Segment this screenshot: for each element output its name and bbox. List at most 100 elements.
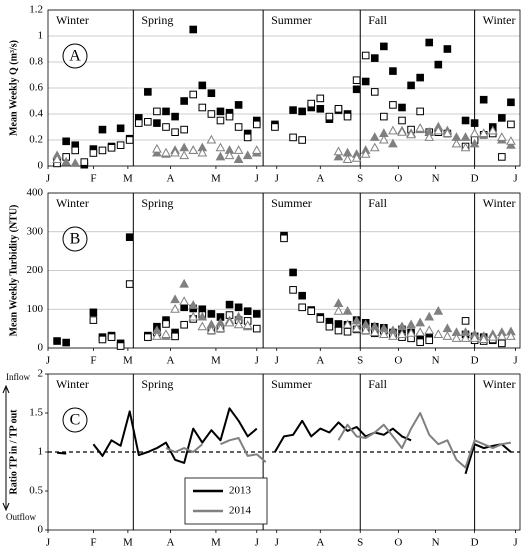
square-marker: [234, 101, 243, 109]
triangle-marker: [179, 296, 190, 305]
triangle-marker: [460, 132, 471, 141]
x-tick-label: D: [471, 355, 479, 367]
square-marker: [234, 303, 243, 312]
square-marker: [407, 81, 415, 90]
season-label: Winter: [483, 13, 516, 27]
triangle-marker: [242, 320, 253, 330]
square-marker: [370, 54, 379, 62]
square-marker: [498, 153, 506, 161]
triangle-marker: [206, 134, 217, 144]
panel-label: C: [70, 412, 81, 429]
x-tick-label: J: [513, 355, 518, 367]
x-tick-label: O: [394, 173, 402, 185]
season-label: Fall: [368, 377, 387, 391]
triangle-marker: [369, 327, 380, 336]
y-tick-label: 300: [27, 225, 44, 237]
x-tick-label: J: [255, 355, 260, 367]
triangle-marker: [197, 311, 208, 321]
season-label: Winter: [483, 377, 516, 391]
triangle-marker: [251, 145, 262, 154]
square-marker: [334, 320, 343, 328]
x-tick-label: A: [167, 355, 175, 367]
square-marker: [334, 105, 343, 113]
triangle-marker: [478, 334, 489, 343]
square-marker: [316, 94, 325, 103]
square-marker: [180, 125, 188, 134]
y-tick-label: 1: [38, 30, 44, 42]
y-tick-label: 0: [38, 524, 44, 536]
x-tick-label: N: [432, 355, 440, 367]
triangle-marker: [333, 305, 344, 315]
square-marker: [316, 105, 325, 113]
season-label: Winter: [56, 377, 89, 391]
square-marker: [370, 88, 379, 96]
x-tick-label: J: [513, 537, 518, 549]
legend-label: 2013: [229, 485, 252, 497]
x-tick-label: J: [275, 173, 280, 185]
square-marker: [62, 338, 70, 347]
triangle-marker: [333, 151, 344, 161]
season-label: Summer: [271, 196, 312, 210]
season-label: Fall: [368, 196, 387, 210]
x-tick-label: N: [432, 173, 440, 185]
square-marker: [498, 339, 506, 348]
square-marker: [207, 310, 216, 318]
square-marker: [207, 110, 216, 118]
triangle-marker: [342, 319, 353, 329]
square-marker: [298, 107, 306, 116]
square-marker: [162, 123, 170, 131]
season-label: Spring: [141, 196, 173, 210]
square-marker: [343, 112, 352, 121]
legend-box: [184, 477, 268, 525]
x-tick-label: J: [255, 173, 260, 185]
square-marker: [171, 332, 179, 341]
season-label: Spring: [141, 377, 173, 391]
square-marker: [216, 107, 225, 116]
square-marker: [98, 125, 107, 134]
triangle-marker: [451, 333, 462, 342]
square-marker: [361, 51, 370, 60]
square-marker: [298, 303, 306, 312]
y-tick-label: 1: [38, 446, 44, 458]
triangle-marker: [179, 142, 190, 152]
x-tick-label: A: [316, 173, 324, 185]
square-marker: [498, 114, 506, 122]
square-marker: [289, 106, 297, 114]
triangle-marker: [179, 150, 190, 160]
y-tick-label: 0.6: [29, 82, 43, 94]
annotation: Outflow: [6, 512, 36, 522]
triangle-marker: [442, 323, 453, 333]
square-marker: [352, 76, 361, 85]
triangle-marker: [170, 294, 180, 304]
square-marker: [398, 116, 406, 125]
series-line: [57, 407, 512, 475]
x-tick-label: M: [123, 355, 133, 367]
square-marker: [461, 317, 470, 325]
triangle-marker: [433, 329, 444, 338]
triangle-marker: [233, 145, 244, 154]
y-tick-label: 0.4: [29, 108, 43, 120]
square-marker: [116, 342, 125, 350]
triangle-marker: [469, 333, 480, 342]
triangle-marker: [188, 300, 199, 309]
square-marker: [180, 97, 188, 105]
square-marker: [289, 286, 297, 294]
triangle-marker: [388, 138, 398, 148]
legend-label: 2014: [229, 505, 252, 517]
triangle-marker: [378, 134, 389, 144]
square-marker: [243, 307, 252, 315]
triangle-marker: [406, 319, 416, 329]
triangle-marker: [333, 298, 344, 307]
triangle-marker: [188, 311, 199, 321]
square-marker: [307, 307, 316, 315]
triangle-marker: [161, 147, 171, 157]
square-marker: [352, 85, 361, 94]
triangle-marker: [433, 125, 444, 135]
y-tick-label: 1.2: [29, 4, 43, 16]
square-marker: [234, 123, 243, 131]
triangle-marker: [378, 329, 389, 338]
square-marker: [416, 73, 424, 82]
triangle-marker: [215, 142, 226, 152]
y-tick-label: 400: [27, 187, 44, 199]
